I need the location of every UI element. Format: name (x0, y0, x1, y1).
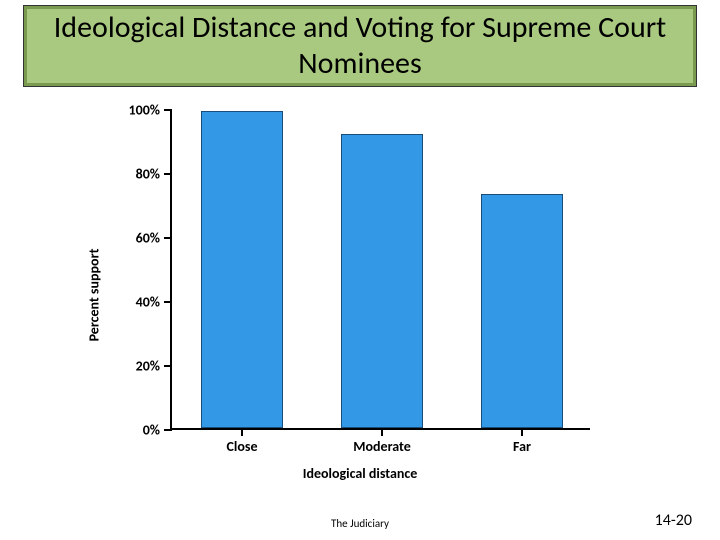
bar-chart: Percent support 0%20%40%60%80%100%CloseM… (90, 100, 630, 490)
y-tick-label: 80% (136, 166, 160, 183)
y-tick (164, 365, 172, 367)
y-tick (164, 429, 172, 431)
plot-area: 0%20%40%60%80%100%CloseModerateFar (170, 110, 590, 430)
bar (341, 134, 422, 428)
slide-title: Ideological Distance and Voting for Supr… (47, 10, 673, 82)
y-tick (164, 109, 172, 111)
y-tick-label: 40% (136, 294, 160, 311)
y-tick (164, 301, 172, 303)
y-axis-label: Percent support (86, 249, 103, 342)
x-tick-label: Far (513, 438, 531, 455)
y-tick (164, 173, 172, 175)
y-tick (164, 237, 172, 239)
bar (481, 194, 562, 428)
y-tick-label: 60% (136, 230, 160, 247)
y-tick-label: 0% (143, 422, 160, 439)
footer-page-number: 14-20 (655, 511, 692, 530)
bar (201, 111, 282, 428)
footer-caption: The Judiciary (331, 517, 389, 530)
y-tick-label: 20% (136, 358, 160, 375)
x-tick-label: Moderate (353, 438, 411, 455)
x-tick (521, 428, 523, 436)
x-tick (241, 428, 243, 436)
y-tick-label: 100% (129, 102, 161, 119)
x-tick-label: Close (226, 438, 257, 455)
slide-title-box: Ideological Distance and Voting for Supr… (24, 6, 696, 86)
x-tick (381, 428, 383, 436)
x-axis-label: Ideological distance (303, 465, 418, 482)
